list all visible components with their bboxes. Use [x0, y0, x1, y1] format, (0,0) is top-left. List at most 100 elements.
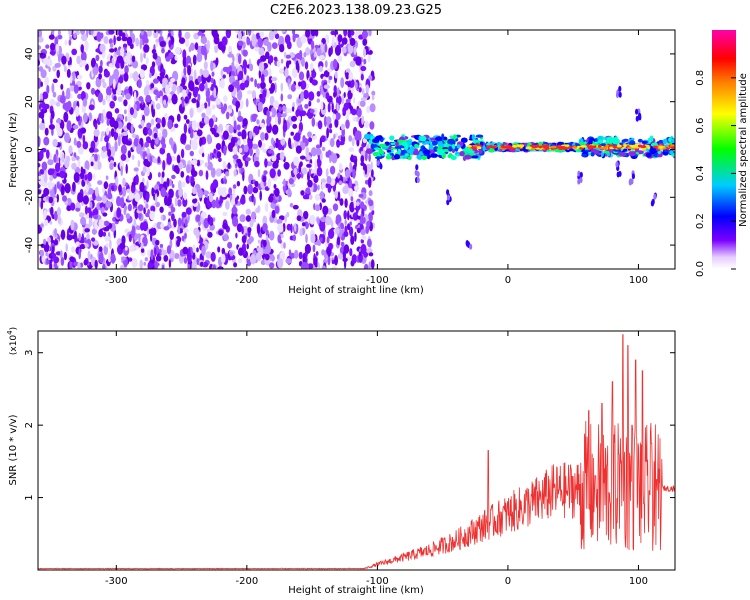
signal-streak [635, 115, 639, 122]
noise-blob [292, 32, 296, 43]
signal-blob [390, 142, 395, 146]
noise-blob [90, 30, 94, 36]
noise-blob [129, 72, 133, 79]
noise-blob [271, 76, 278, 82]
noise-blob [73, 172, 80, 183]
noise-blob [371, 95, 375, 101]
noise-blob [251, 90, 256, 99]
noise-blob [182, 246, 189, 255]
signal-core-blob [658, 146, 664, 149]
noise-blob [310, 147, 317, 157]
noise-blob [64, 39, 68, 46]
colorbar-gradient [712, 30, 736, 269]
signal-blob [372, 138, 380, 144]
noise-blob [325, 168, 329, 178]
noise-blob [317, 241, 322, 246]
noise-blob [217, 126, 221, 134]
noise-blob [120, 165, 123, 176]
noise-blob [54, 228, 57, 237]
noise-blob [303, 210, 309, 220]
noise-blob [320, 216, 327, 223]
noise-blob [151, 104, 154, 115]
signal-core-blob [508, 145, 512, 149]
noise-blob [281, 30, 286, 33]
noise-blob [206, 161, 213, 171]
noise-blob [57, 30, 61, 36]
noise-blob [151, 187, 155, 197]
noise-blob [277, 116, 282, 125]
noise-blob [362, 48, 367, 58]
noise-blob [86, 207, 92, 214]
noise-blob [251, 34, 257, 45]
noise-blob [38, 175, 44, 180]
noise-blob [106, 127, 110, 136]
signal-blob [403, 156, 407, 159]
noise-blob [161, 264, 165, 269]
noise-blob [331, 102, 334, 113]
noise-blob [161, 249, 168, 256]
noise-blob [163, 254, 169, 262]
noise-blob [108, 38, 113, 45]
noise-blob [80, 30, 86, 35]
noise-blob [113, 132, 118, 141]
noise-blob [72, 181, 76, 192]
noise-blob [230, 136, 236, 148]
noise-blob [102, 212, 108, 217]
noise-blob [368, 261, 372, 269]
noise-blob [277, 258, 284, 269]
noise-blob [205, 170, 209, 180]
noise-blob [178, 161, 184, 169]
noise-blob [291, 115, 297, 122]
noise-blob [49, 98, 56, 106]
noise-blob [298, 81, 302, 87]
noise-blob [68, 30, 72, 37]
noise-blob [86, 82, 91, 90]
noise-blob [259, 122, 265, 128]
snr-ytick-label: 2 [24, 422, 35, 428]
noise-blob [64, 183, 71, 194]
noise-blob [45, 251, 48, 257]
noise-blob [290, 83, 296, 92]
noise-blob [184, 218, 188, 227]
noise-blob [125, 163, 128, 174]
noise-blob [142, 165, 147, 174]
noise-blob [268, 262, 275, 269]
noise-blob [128, 233, 132, 243]
signal-core-blob [670, 144, 675, 148]
noise-blob [367, 238, 372, 248]
noise-blob [328, 228, 335, 239]
noise-blob [327, 247, 332, 257]
noise-blob [177, 199, 182, 207]
signal-blob [623, 148, 628, 152]
noise-blob [102, 231, 107, 237]
noise-blob [176, 113, 181, 122]
noise-blob [175, 46, 181, 55]
noise-blob [230, 199, 236, 206]
noise-blob [349, 60, 356, 68]
noise-blob [327, 102, 331, 113]
noise-blob [331, 153, 338, 164]
noise-blob [124, 246, 128, 251]
noise-blob [343, 210, 348, 220]
noise-blob [192, 87, 198, 98]
noise-blob [52, 91, 57, 98]
noise-blob [310, 30, 317, 37]
noise-blob [265, 229, 269, 236]
noise-blob [168, 178, 172, 187]
noise-blob [137, 160, 141, 168]
noise-blob [183, 123, 188, 134]
noise-blob [154, 184, 160, 191]
noise-blob [243, 185, 248, 195]
noise-blob [327, 183, 332, 193]
noise-blob [68, 39, 72, 46]
noise-blob [106, 118, 110, 126]
noise-blob [221, 187, 227, 193]
noise-blob [65, 243, 68, 252]
noise-blob [135, 37, 140, 47]
noise-blob [268, 67, 272, 77]
signal-blob [386, 149, 392, 153]
noise-blob [238, 147, 243, 153]
noise-blob [343, 92, 346, 98]
noise-blob [325, 215, 331, 226]
noise-blob [223, 178, 228, 185]
